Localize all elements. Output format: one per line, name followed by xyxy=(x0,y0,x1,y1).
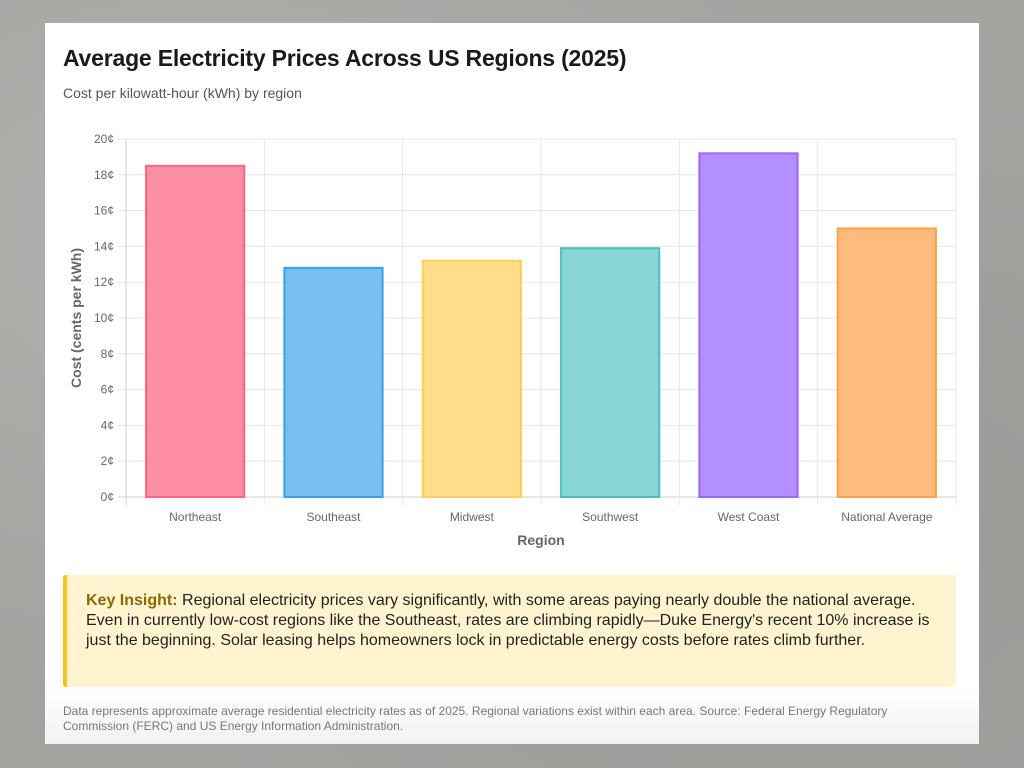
bar-southwest[interactable] xyxy=(560,247,661,498)
grid-lines xyxy=(118,138,957,505)
y-tick-label: 20¢ xyxy=(94,132,114,146)
y-tick-label: 10¢ xyxy=(94,311,114,325)
y-tick-label: 6¢ xyxy=(101,383,114,397)
y-tick-label: 2¢ xyxy=(101,454,114,468)
key-insight-box: Key Insight: Regional electricity prices… xyxy=(63,575,956,687)
y-tick-label: 14¢ xyxy=(94,239,114,253)
x-tick-label: Northeast xyxy=(169,510,222,524)
y-tick-label: 8¢ xyxy=(101,347,114,361)
key-insight-label: Key Insight: xyxy=(86,592,178,609)
y-tick-label: 0¢ xyxy=(101,490,114,504)
x-tick-label: West Coast xyxy=(718,510,780,524)
key-insight-text: Regional electricity prices vary signifi… xyxy=(86,592,930,649)
x-tick-label: National Average xyxy=(841,510,933,524)
chart-card: Average Electricity Prices Across US Reg… xyxy=(45,23,979,744)
y-tick-label: 16¢ xyxy=(94,204,114,218)
bar-west-coast[interactable] xyxy=(698,152,799,498)
chart-subtitle: Cost per kilowatt-hour (kWh) by region xyxy=(63,85,302,101)
y-tick-label: 12¢ xyxy=(94,275,114,289)
y-axis-ticks: 0¢ 2¢ 4¢ 6¢ 8¢ 10¢ 12¢ 14¢ 16¢ 18¢ 20¢ xyxy=(94,132,114,504)
x-axis-title: Region xyxy=(517,532,564,548)
bars xyxy=(145,152,937,498)
y-axis-title: Cost (cents per kWh) xyxy=(68,248,84,388)
x-tick-label: Midwest xyxy=(450,510,495,524)
chart-title: Average Electricity Prices Across US Reg… xyxy=(63,45,627,71)
bar-midwest[interactable] xyxy=(421,259,522,498)
y-tick-label: 4¢ xyxy=(101,418,114,432)
x-tick-label: Southeast xyxy=(306,510,361,524)
y-tick-label: 18¢ xyxy=(94,168,114,182)
x-tick-label: Southwest xyxy=(582,510,639,524)
bar-chart: 0¢ 2¢ 4¢ 6¢ 8¢ 10¢ 12¢ 14¢ 16¢ 18¢ 20¢ Northeast So… xyxy=(68,132,957,548)
x-axis-ticks: Northeast Southeast Midwest Southwest West C… xyxy=(169,510,933,524)
bar-northeast[interactable] xyxy=(145,164,246,498)
bar-southeast[interactable] xyxy=(283,266,384,498)
bar-national-average[interactable] xyxy=(836,227,937,498)
source-footnote: Data represents approximate average resi… xyxy=(63,704,888,733)
